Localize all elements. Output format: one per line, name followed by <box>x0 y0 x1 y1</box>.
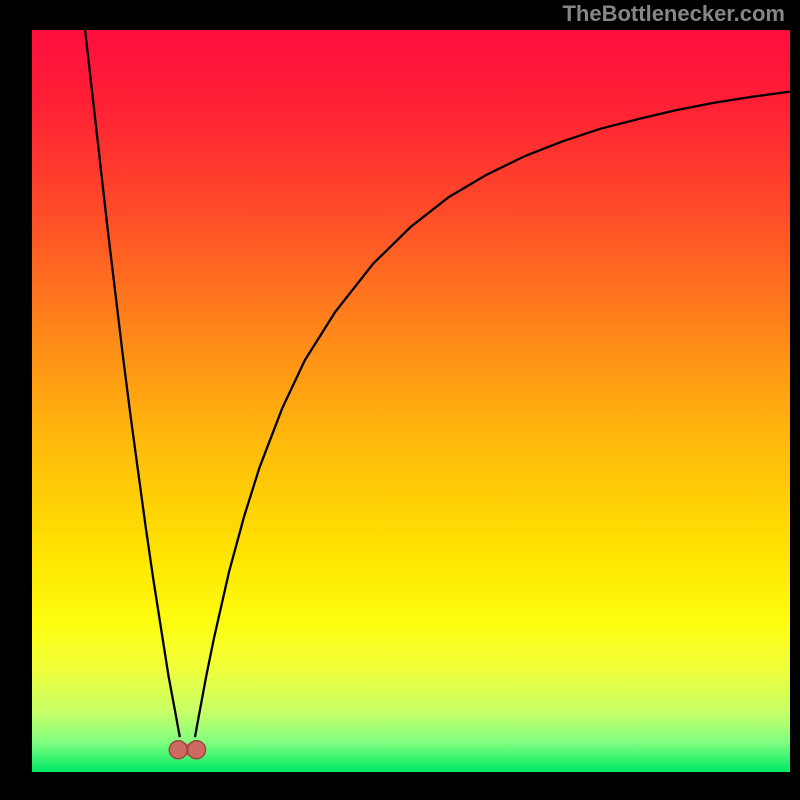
frame-bottom <box>0 772 800 800</box>
bottleneck-marker-b <box>187 741 205 759</box>
bottleneck-marker-a <box>169 741 187 759</box>
plot-background <box>32 30 790 772</box>
frame-left <box>0 0 32 800</box>
watermark-label: TheBottlenecker.com <box>562 1 785 27</box>
frame-right <box>790 0 800 800</box>
chart-canvas: TheBottlenecker.com <box>0 0 800 800</box>
bottleneck-plot <box>0 0 800 800</box>
